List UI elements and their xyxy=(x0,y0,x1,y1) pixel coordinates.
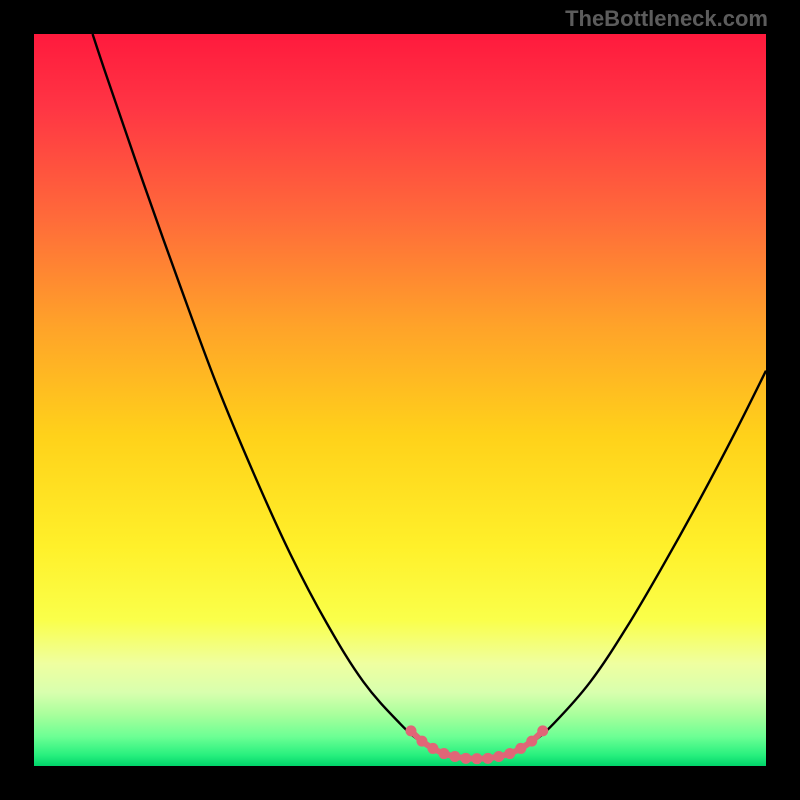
highlight-marker xyxy=(515,743,526,754)
highlight-marker xyxy=(471,753,482,764)
highlight-marker xyxy=(449,751,460,762)
highlight-marker xyxy=(504,748,515,759)
chart-container: TheBottleneck.com xyxy=(0,0,800,800)
bottleneck-curve xyxy=(93,34,766,759)
highlight-marker xyxy=(427,743,438,754)
highlight-marker xyxy=(416,736,427,747)
highlight-marker xyxy=(405,725,416,736)
plot-area xyxy=(34,34,766,766)
curve-layer xyxy=(34,34,766,766)
highlight-marker xyxy=(537,725,548,736)
watermark-text: TheBottleneck.com xyxy=(565,6,768,32)
highlight-marker xyxy=(493,751,504,762)
highlight-marker xyxy=(438,748,449,759)
highlight-marker xyxy=(482,753,493,764)
highlight-marker xyxy=(460,753,471,764)
highlight-marker xyxy=(526,736,537,747)
